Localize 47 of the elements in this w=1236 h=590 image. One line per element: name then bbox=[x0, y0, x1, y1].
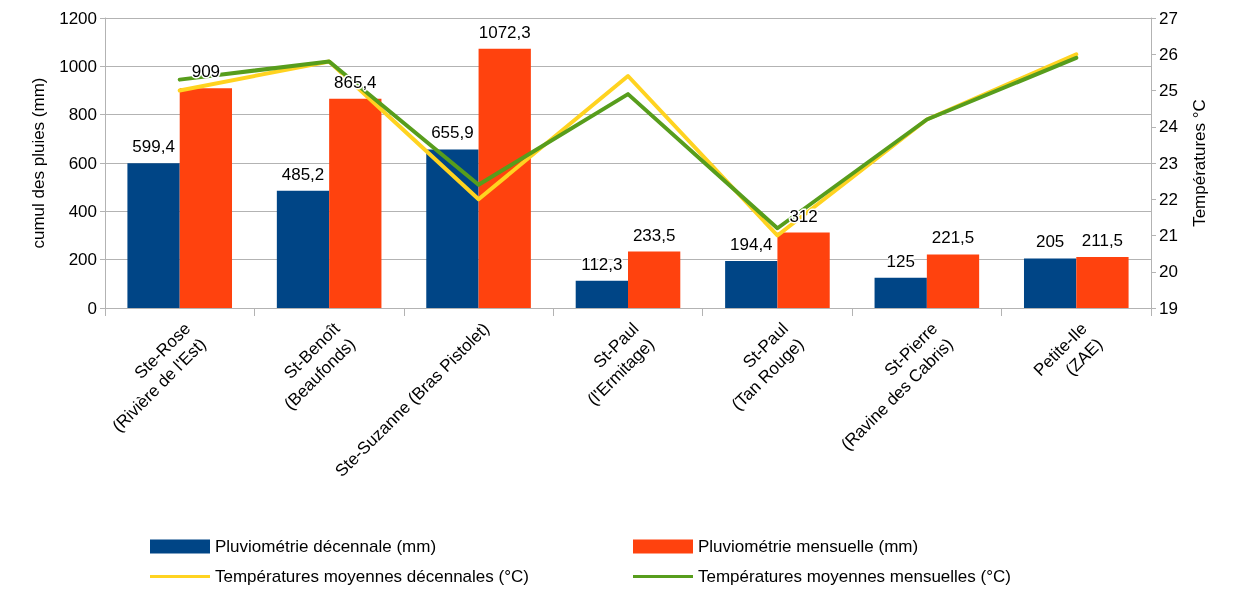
bar bbox=[874, 277, 927, 308]
data-label: 233,5 bbox=[632, 225, 676, 245]
data-label: 655,9 bbox=[431, 123, 474, 143]
data-label: 112,3 bbox=[581, 254, 623, 274]
y-tick-label: 400 bbox=[68, 201, 97, 221]
y-axis-title: cumul des pluies (mm) bbox=[29, 77, 48, 249]
y-tick-label: 0 bbox=[87, 298, 97, 318]
data-label: 125 bbox=[886, 251, 915, 271]
y2-tick-label: 26 bbox=[1159, 44, 1178, 64]
y2-tick-label: 20 bbox=[1159, 262, 1178, 282]
legend-label: Pluviométrie décennale (mm) bbox=[215, 537, 437, 556]
bar bbox=[276, 190, 330, 308]
y2-axis-title: Températures °C bbox=[1190, 99, 1209, 227]
bar bbox=[725, 261, 778, 308]
y-tick-label: 1000 bbox=[59, 56, 97, 76]
bar bbox=[478, 48, 531, 308]
bar bbox=[628, 251, 681, 308]
data-label: 205 bbox=[1035, 232, 1065, 252]
y2-tick-label: 24 bbox=[1159, 117, 1178, 137]
bar bbox=[1076, 256, 1129, 308]
data-label: 1072,3 bbox=[478, 22, 531, 42]
legend-label: Températures moyennes mensuelles (°C) bbox=[698, 567, 1011, 586]
data-label: 599,4 bbox=[132, 137, 175, 157]
bar bbox=[1023, 258, 1077, 308]
data-label: 485,2 bbox=[281, 164, 325, 184]
legend-label: Pluviométrie mensuelle (mm) bbox=[698, 537, 919, 556]
bar bbox=[777, 232, 830, 308]
y2-tick-label: 19 bbox=[1159, 298, 1178, 318]
bar bbox=[575, 280, 628, 308]
legend-label: Températures moyennes décennales (°C) bbox=[215, 567, 529, 586]
bar bbox=[426, 149, 479, 308]
y-tick-label: 1200 bbox=[59, 8, 97, 28]
bar bbox=[127, 163, 180, 308]
y2-tick-label: 23 bbox=[1159, 153, 1178, 173]
data-label: 211,5 bbox=[1081, 230, 1124, 250]
y-tick-label: 200 bbox=[68, 250, 97, 270]
bar bbox=[179, 88, 233, 308]
data-label: 194,4 bbox=[730, 235, 773, 255]
bar bbox=[926, 254, 980, 308]
y2-tick-label: 22 bbox=[1159, 189, 1178, 209]
y2-tick-label: 21 bbox=[1159, 226, 1178, 245]
bar bbox=[329, 98, 382, 308]
y2-tick-label: 27 bbox=[1159, 8, 1178, 28]
y-tick-label: 600 bbox=[68, 153, 97, 173]
y2-tick-label: 25 bbox=[1159, 81, 1178, 100]
data-label: 221,5 bbox=[931, 228, 975, 248]
y-tick-label: 800 bbox=[68, 105, 97, 125]
